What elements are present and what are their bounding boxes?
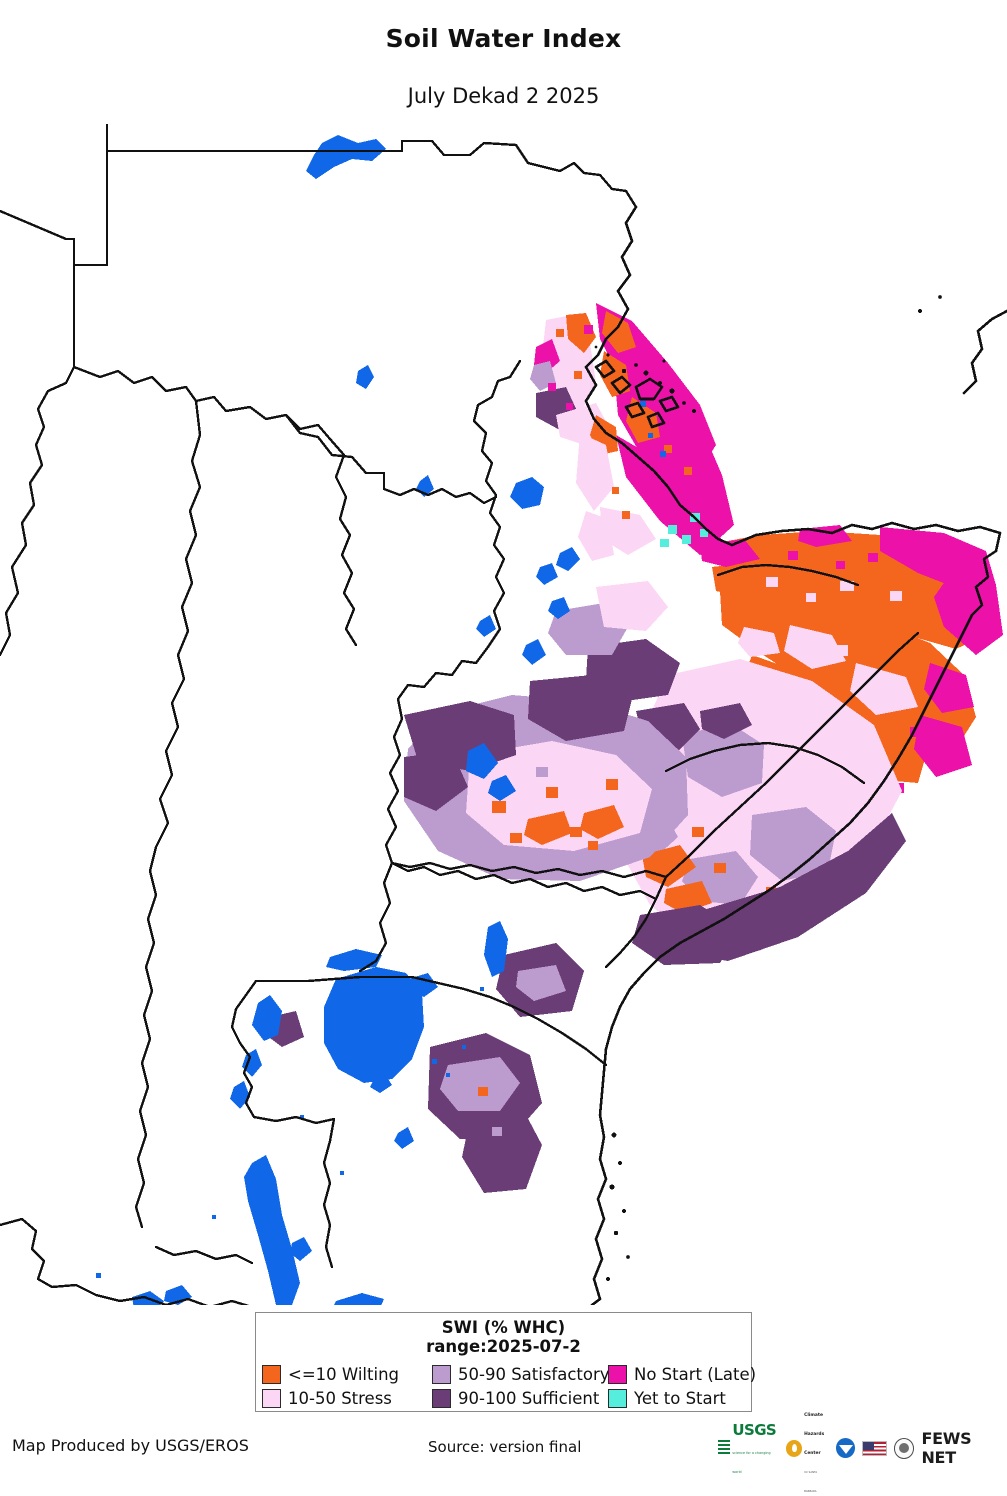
legend-item-satisfactory: 50-90 Satisfactory bbox=[432, 1363, 610, 1385]
legend-item-yet-to-start: Yet to Start bbox=[608, 1387, 744, 1409]
legend-label-satisfactory: 50-90 Satisfactory bbox=[458, 1364, 610, 1384]
country-boundaries bbox=[0, 123, 920, 1305]
legend-item-sufficient: 90-100 Sufficient bbox=[432, 1387, 608, 1409]
us-flag-icon bbox=[862, 1440, 888, 1456]
legend-item-wilting: <=10 Wilting bbox=[262, 1363, 432, 1385]
page-subtitle: July Dekad 2 2025 bbox=[407, 84, 600, 108]
map-legend: SWI (% WHC) range:2025-07-2 <=10 Wilting… bbox=[255, 1312, 756, 1412]
legend-items: <=10 Wilting 10-50 Stress 50-90 Satisfac… bbox=[262, 1362, 756, 1410]
state-department-seal-icon bbox=[894, 1437, 915, 1459]
legend-swatch-yet-to-start bbox=[608, 1388, 627, 1408]
legend-swatch-stress bbox=[262, 1388, 281, 1408]
legend-item-no-start-late: No Start (Late) bbox=[608, 1363, 756, 1385]
footer-source: Source: version final bbox=[428, 1438, 582, 1456]
legend-label-stress: 10-50 Stress bbox=[288, 1388, 392, 1408]
fews-net-wordmark: FEWS NET bbox=[921, 1429, 972, 1467]
islands bbox=[594, 295, 942, 1281]
raster-ethiopia-highlands bbox=[404, 581, 688, 881]
chc-subtitle: UC SANTA BARBARA bbox=[804, 1470, 818, 1493]
map-canvas[interactable] bbox=[0, 115, 1007, 1305]
usgs-tagline: science for a changing world bbox=[732, 1450, 771, 1474]
legend-label-yet-to-start: Yet to Start bbox=[634, 1388, 726, 1408]
usgs-wave-icon bbox=[718, 1440, 731, 1456]
legend-title-line1: SWI (% WHC) bbox=[441, 1318, 566, 1337]
chc-text-block: Climate Hazards Center UC SANTA BARBARA bbox=[804, 1401, 829, 1496]
usgs-logo-text-block: USGS science for a changing world bbox=[732, 1420, 778, 1477]
usgs-wordmark: USGS bbox=[732, 1420, 777, 1439]
noaa-logo-icon bbox=[836, 1438, 856, 1458]
chc-line2: Hazards bbox=[804, 1431, 825, 1437]
legend-swatch-satisfactory bbox=[432, 1364, 451, 1384]
legend-label-no-start-late: No Start (Late) bbox=[634, 1364, 757, 1384]
legend-title-line2: range:2025-07-2 bbox=[426, 1337, 581, 1356]
legend-swatch-wilting bbox=[262, 1364, 281, 1384]
footer: Map Produced by USGS/EROS Source: versio… bbox=[0, 1413, 1007, 1493]
legend-label-wilting: <=10 Wilting bbox=[288, 1364, 399, 1384]
chc-line3: Center bbox=[804, 1450, 821, 1456]
usgs-logo: USGS science for a changing world bbox=[718, 1420, 779, 1477]
climate-hazards-center-logo: Climate Hazards Center UC SANTA BARBARA bbox=[785, 1401, 829, 1496]
legend-label-sufficient: 90-100 Sufficient bbox=[458, 1388, 600, 1408]
water-drop-icon bbox=[785, 1439, 803, 1457]
chc-line1: Climate bbox=[804, 1412, 823, 1418]
map-raster-and-boundaries bbox=[0, 123, 1007, 1305]
legend-item-stress: 10-50 Stress bbox=[262, 1387, 432, 1409]
raster-kenya bbox=[266, 943, 584, 1193]
legend-swatch-no-start-late bbox=[608, 1364, 627, 1384]
coastlines bbox=[584, 205, 1007, 1305]
footer-credit: Map Produced by USGS/EROS bbox=[12, 1436, 249, 1455]
footer-logos: USGS science for a changing world Climat… bbox=[718, 1413, 1007, 1493]
legend-swatch-sufficient bbox=[432, 1388, 451, 1408]
page-title: Soil Water Index bbox=[385, 24, 622, 53]
raster-red-sea-coast bbox=[576, 303, 734, 561]
